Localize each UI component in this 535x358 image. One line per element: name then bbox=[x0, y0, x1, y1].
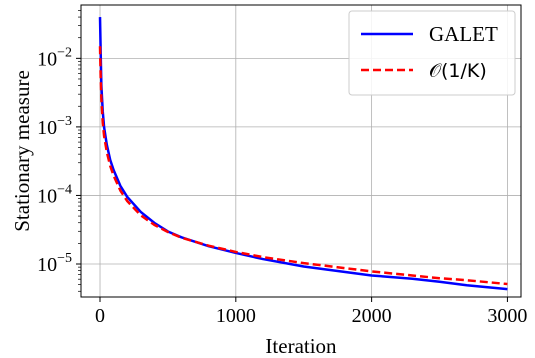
y-tick-label: 10−4 bbox=[37, 182, 72, 207]
x-axis-title: Iteration bbox=[265, 334, 337, 358]
y-axis-title: Stationary measure bbox=[10, 70, 34, 232]
legend: GALET 𝒪(1/K) bbox=[348, 10, 516, 96]
tick-labels: 0 1000 2000 3000 10−5 10−4 10−3 10−2 bbox=[37, 45, 527, 327]
y-tick-label: 10−5 bbox=[37, 251, 72, 276]
y-tick-label: 10−2 bbox=[37, 45, 72, 70]
x-tick-label: 1000 bbox=[216, 305, 256, 327]
axis-ticks bbox=[76, 10, 508, 302]
series-line-bound bbox=[98, 46, 508, 286]
y-tick-label: 10−3 bbox=[37, 114, 72, 139]
legend-box bbox=[348, 10, 516, 96]
plot-frame bbox=[80, 4, 522, 298]
legend-label-bound: 𝒪(1/K) bbox=[429, 60, 487, 82]
x-tick-label: 2000 bbox=[352, 305, 392, 327]
x-tick-label: 0 bbox=[95, 305, 105, 327]
x-tick-label: 3000 bbox=[487, 305, 527, 327]
series-layer bbox=[98, 17, 508, 291]
legend-label-galet: GALET bbox=[429, 22, 498, 46]
